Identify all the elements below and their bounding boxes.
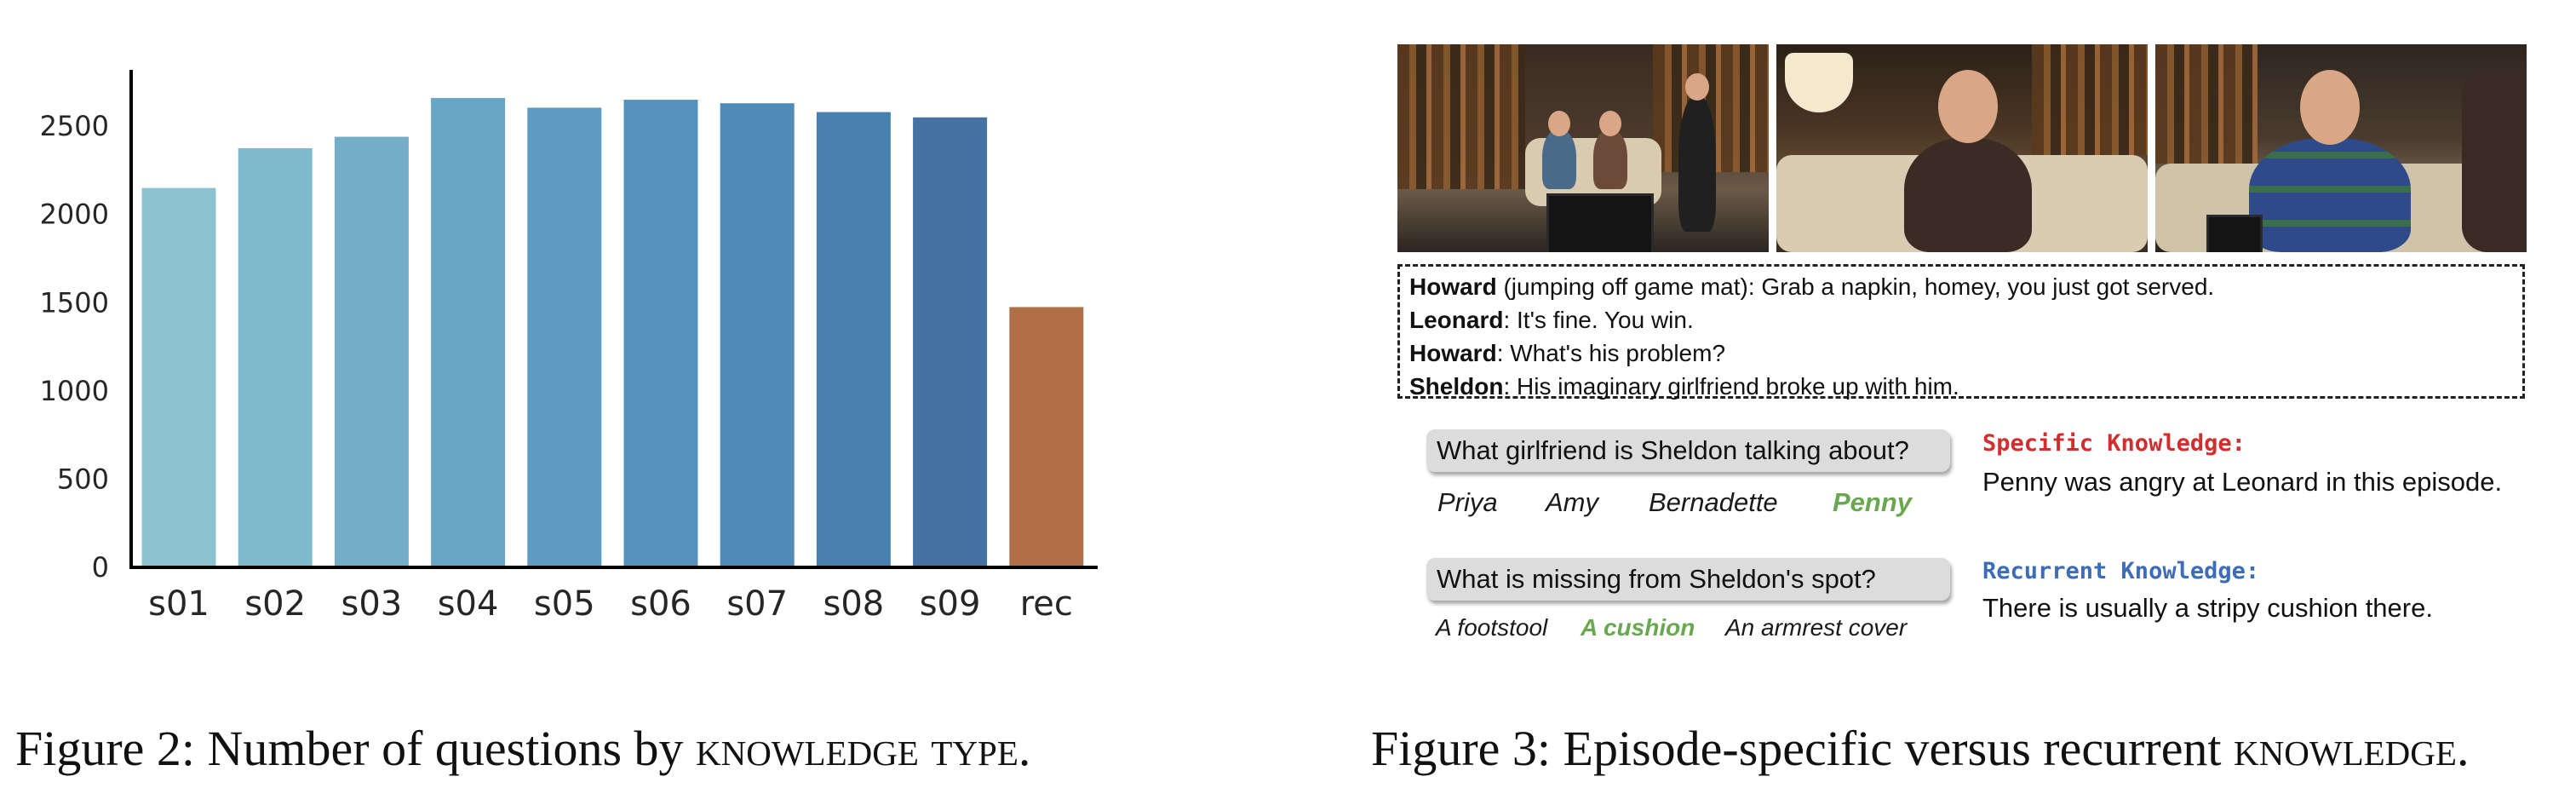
bar-s07 bbox=[720, 103, 795, 567]
q1-answer-3: Bernadette bbox=[1649, 487, 1778, 517]
x-tick-label: rec bbox=[1020, 584, 1073, 624]
recurrent-knowledge-text: There is usually a stripy cushion there. bbox=[1982, 593, 2433, 623]
speaker: Sheldon bbox=[1409, 373, 1504, 400]
y-tick-label: 500 bbox=[57, 463, 109, 495]
caption-prefix: Figure 2: Number of questions by bbox=[15, 721, 697, 776]
x-axis-labels: s01 s02 s03 s04 s05 s06 s07 s08 s09 rec bbox=[148, 584, 1073, 624]
x-tick-label: s04 bbox=[438, 584, 499, 624]
q1-answer-2: Amy bbox=[1546, 487, 1598, 517]
utterance: : His imaginary girlfriend broke up with… bbox=[1503, 373, 1959, 400]
y-tick-label: 1500 bbox=[40, 286, 109, 319]
caption-prefix: Figure 3: Episode-specific versus recurr… bbox=[1371, 721, 2235, 776]
x-tick-label: s03 bbox=[341, 584, 403, 624]
y-tick-label: 2000 bbox=[40, 198, 109, 231]
x-tick-label: s01 bbox=[148, 584, 209, 624]
bar-s03 bbox=[334, 136, 409, 568]
video-frame-2 bbox=[1776, 44, 2148, 252]
q1-answer-1: Priya bbox=[1437, 487, 1498, 517]
dialogue-line: Howard: What's his problem? bbox=[1409, 336, 2513, 370]
y-tick-label: 2500 bbox=[40, 110, 109, 142]
x-tick-label: s02 bbox=[244, 584, 306, 624]
y-axis-ticks: 0 500 1000 1500 2000 2500 bbox=[40, 110, 109, 584]
q2-answer-3: An armrest cover bbox=[1725, 614, 1908, 641]
speaker: Howard bbox=[1409, 273, 1497, 300]
q1-answer-correct: Penny bbox=[1833, 487, 1913, 517]
q2-answer-1: A footstool bbox=[1436, 614, 1548, 641]
x-tick-label: s06 bbox=[630, 584, 691, 624]
dialogue-line: Sheldon: His imaginary girlfriend broke … bbox=[1409, 370, 2513, 403]
x-tick-label: s09 bbox=[920, 584, 981, 624]
caption-suffix: . bbox=[2456, 721, 2470, 776]
utterance: : It's fine. You win. bbox=[1503, 307, 1694, 333]
x-tick-label: s07 bbox=[726, 584, 788, 624]
figure-2-caption: Figure 2: Number of questions by knowled… bbox=[15, 720, 1030, 777]
y-tick-label: 0 bbox=[92, 551, 109, 584]
bar-s02 bbox=[238, 148, 313, 568]
specific-knowledge-text: Penny was angry at Leonard in this episo… bbox=[1982, 467, 2503, 497]
caption-term: knowledge type bbox=[696, 721, 1018, 776]
bars bbox=[141, 98, 1084, 568]
utterance: : What's his problem? bbox=[1496, 340, 1726, 366]
video-frame-3 bbox=[2155, 44, 2527, 252]
caption-term: knowledge bbox=[2234, 721, 2457, 776]
bar-s06 bbox=[623, 100, 698, 568]
question-1-box: What girlfriend is Sheldon talking about… bbox=[1426, 429, 1950, 472]
speaker: Leonard bbox=[1409, 307, 1504, 333]
caption-suffix: . bbox=[1018, 721, 1031, 776]
x-tick-label: s05 bbox=[534, 584, 595, 624]
dialogue-transcript: Howard (jumping off game mat): Grab a na… bbox=[1397, 264, 2525, 400]
bar-s04 bbox=[431, 98, 506, 567]
x-tick-label: s08 bbox=[823, 584, 885, 624]
y-tick-label: 1000 bbox=[40, 375, 109, 407]
bar-s08 bbox=[816, 112, 891, 568]
bar-rec bbox=[1009, 307, 1084, 567]
speaker: Howard bbox=[1409, 340, 1497, 366]
dialogue-line: Leonard: It's fine. You win. bbox=[1409, 303, 2513, 336]
specific-knowledge-heading: Specific Knowledge: bbox=[1982, 430, 2246, 457]
question-2-box: What is missing from Sheldon's spot? bbox=[1426, 558, 1950, 601]
dialogue-line: Howard (jumping off game mat): Grab a na… bbox=[1409, 270, 2513, 303]
bar-s01 bbox=[141, 187, 216, 567]
figure-3-caption: Figure 3: Episode-specific versus recurr… bbox=[1371, 720, 2469, 777]
q2-answer-correct: A cushion bbox=[1581, 614, 1695, 641]
bar-s05 bbox=[527, 107, 602, 567]
video-frame-1 bbox=[1397, 44, 1769, 252]
utterance: (jumping off game mat): Grab a napkin, h… bbox=[1496, 273, 2215, 300]
recurrent-knowledge-heading: Recurrent Knowledge: bbox=[1982, 558, 2260, 584]
bar-s09 bbox=[913, 117, 988, 568]
